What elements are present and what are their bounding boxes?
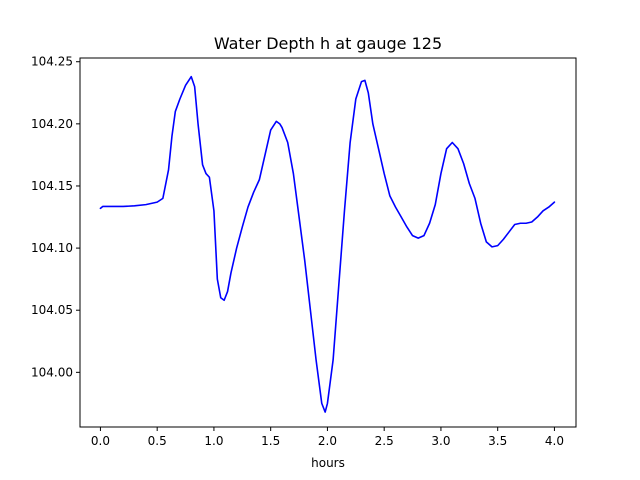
- axes-frame: [79, 57, 577, 428]
- y-tick-label: 104.00: [31, 365, 73, 379]
- plot-area: [99, 75, 556, 413]
- x-tick-label: 1.0: [204, 434, 223, 448]
- x-tick-label: 4.0: [545, 434, 564, 448]
- x-tick-label: 1.5: [261, 434, 280, 448]
- y-tick-label: 104.05: [31, 303, 73, 317]
- x-tick-label: 3.5: [488, 434, 507, 448]
- x-tick-label: 3.0: [431, 434, 450, 448]
- x-tick-label: 2.5: [375, 434, 394, 448]
- chart-title: Water Depth h at gauge 125: [214, 34, 442, 53]
- x-axis: 0.0 0.5 1.0 1.5 2.0 2.5 3.0 3.5 4.0: [91, 427, 564, 448]
- x-axis-label: hours: [311, 456, 345, 470]
- y-axis: 104.00 104.05 104.10 104.15 104.20 104.25: [31, 55, 80, 379]
- y-tick-label: 104.25: [31, 55, 73, 69]
- x-tick-label: 0.0: [91, 434, 110, 448]
- y-tick-label: 104.10: [31, 241, 73, 255]
- y-tick-label: 104.20: [31, 117, 73, 131]
- x-tick-label: 2.0: [318, 434, 337, 448]
- series-line-0: [99, 75, 556, 413]
- x-tick-label: 0.5: [148, 434, 167, 448]
- y-tick-label: 104.15: [31, 179, 73, 193]
